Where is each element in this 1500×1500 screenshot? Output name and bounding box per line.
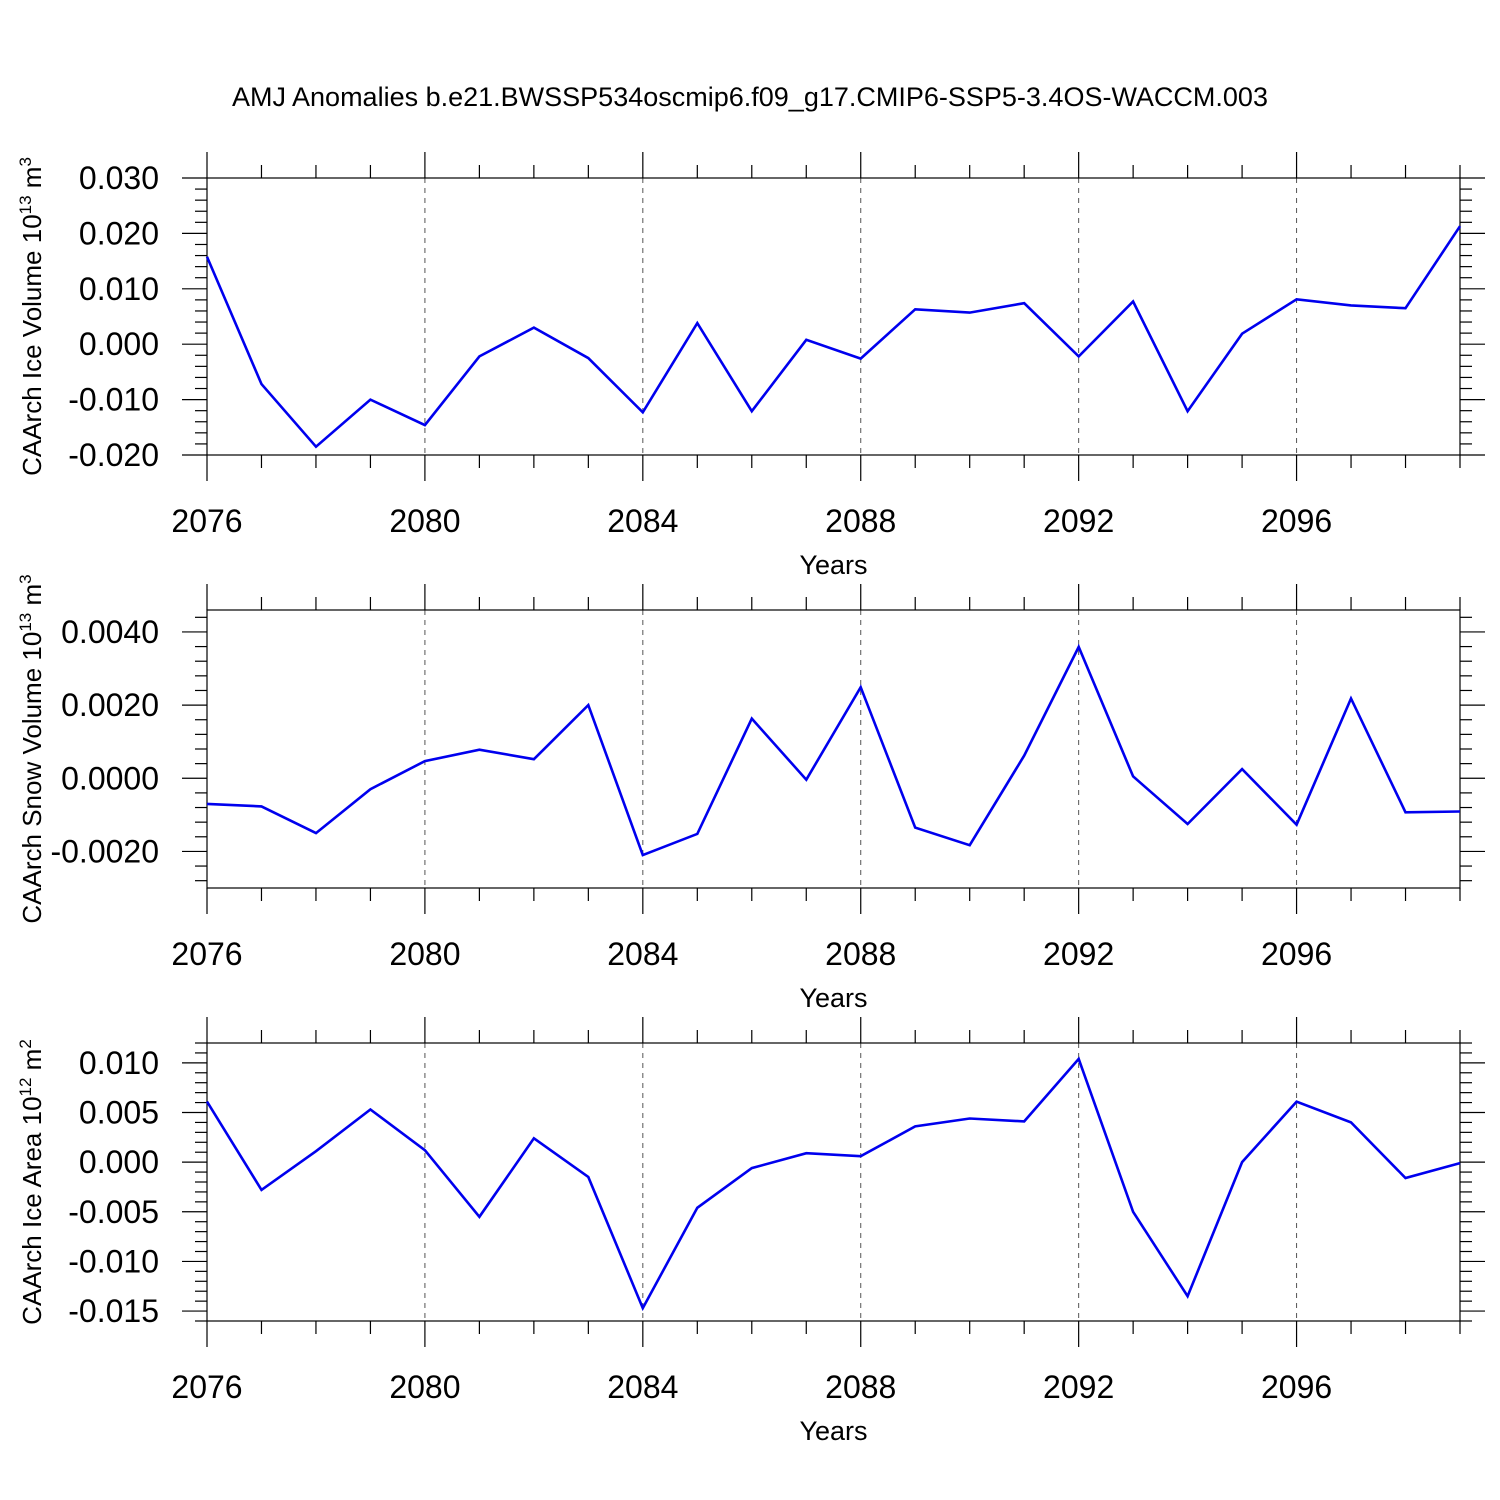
y-axis-title-exponent: 12 [16,1078,35,1097]
plot-frame [206,609,1461,889]
y-tick-label: 0.0040 [61,614,159,650]
plot-frame [206,1042,1461,1322]
y-axis-title-unit-exponent: 3 [16,157,35,166]
y-tick-label: 0.010 [79,1045,159,1081]
y-tick-label: 0.005 [79,1095,159,1131]
y-axis-title: CAArch Ice Volume 1013 m3 [16,157,47,476]
y-tick-label: -0.0020 [50,833,159,869]
y-tick-label: -0.010 [68,382,159,418]
x-tick-label: 2096 [1261,503,1332,539]
x-tick-label: 2080 [389,503,460,539]
x-tick-label: 2080 [389,1369,460,1405]
y-axis-title-exponent: 13 [16,195,35,214]
y-axis-title: CAArch Ice Area 1012 m2 [16,1039,47,1325]
y-axis-title-exponent: 13 [16,613,35,632]
y-tick-label: -0.005 [68,1194,159,1230]
x-tick-label: 2076 [171,1369,242,1405]
y-tick-label: 0.0020 [61,687,159,723]
series-line [205,1056,1461,1312]
y-tick-label: 0.000 [79,326,159,362]
y-tick-label: 0.020 [79,215,159,251]
y-axis-title: CAArch Snow Volume 1013 m3 [16,574,47,923]
x-tick-label: 2088 [825,503,896,539]
x-tick-label: 2092 [1043,503,1114,539]
x-tick-label: 2088 [825,936,896,972]
x-tick-label: 2084 [607,503,678,539]
chart-panel-3: -0.015 -0.010 -0.005 0.000 0.005 0.010 2076 208… [16,1017,1485,1446]
y-tick-label: 0.030 [79,160,159,196]
y-axis-title-unit: m [17,1049,47,1078]
x-tick-label: 2084 [607,936,678,972]
x-tick-label: 2076 [171,936,242,972]
y-tick-label: -0.015 [68,1293,159,1329]
x-tick-label: 2084 [607,1369,678,1405]
chart-panel-2: -0.0020 0.0000 0.0020 0.0040 2076 2080 2084 208… [16,574,1485,1013]
x-axis-title: Years [799,983,867,1013]
x-tick-label: 2092 [1043,1369,1114,1405]
y-tick-label: 0.0000 [61,760,159,796]
series-line [205,225,1462,449]
y-tick-label: -0.020 [68,437,159,473]
y-axis-title-unit-exponent: 2 [16,1039,35,1048]
figure-title: AMJ Anomalies b.e21.BWSSP534oscmip6.f09_… [232,82,1268,112]
chart-panel-1: -0.020 -0.010 0.000 0.010 0.020 0.030 2076 2080… [16,152,1485,580]
x-axis-title: Years [799,550,867,580]
y-tick-label: 0.010 [79,271,159,307]
y-axis-title-main: CAArch Ice Volume 10 [17,214,47,476]
x-tick-label: 2088 [825,1369,896,1405]
y-axis-title-unit: m [17,167,47,196]
x-tick-label: 2076 [171,503,242,539]
plot-frame [206,177,1461,456]
y-tick-label: 0.000 [79,1144,159,1180]
y-tick-label: -0.010 [68,1243,159,1279]
x-tick-label: 2092 [1043,936,1114,972]
y-axis-title-unit: m [17,584,47,613]
x-axis-title: Years [799,1416,867,1446]
x-tick-label: 2080 [389,936,460,972]
x-tick-label: 2096 [1261,936,1332,972]
x-tick-label: 2096 [1261,1369,1332,1405]
y-axis-title-unit-exponent: 3 [16,574,35,583]
y-axis-title-main: CAArch Ice Area 10 [17,1096,47,1324]
y-axis-title-main: CAArch Snow Volume 10 [17,632,47,924]
series-line [206,643,1461,857]
